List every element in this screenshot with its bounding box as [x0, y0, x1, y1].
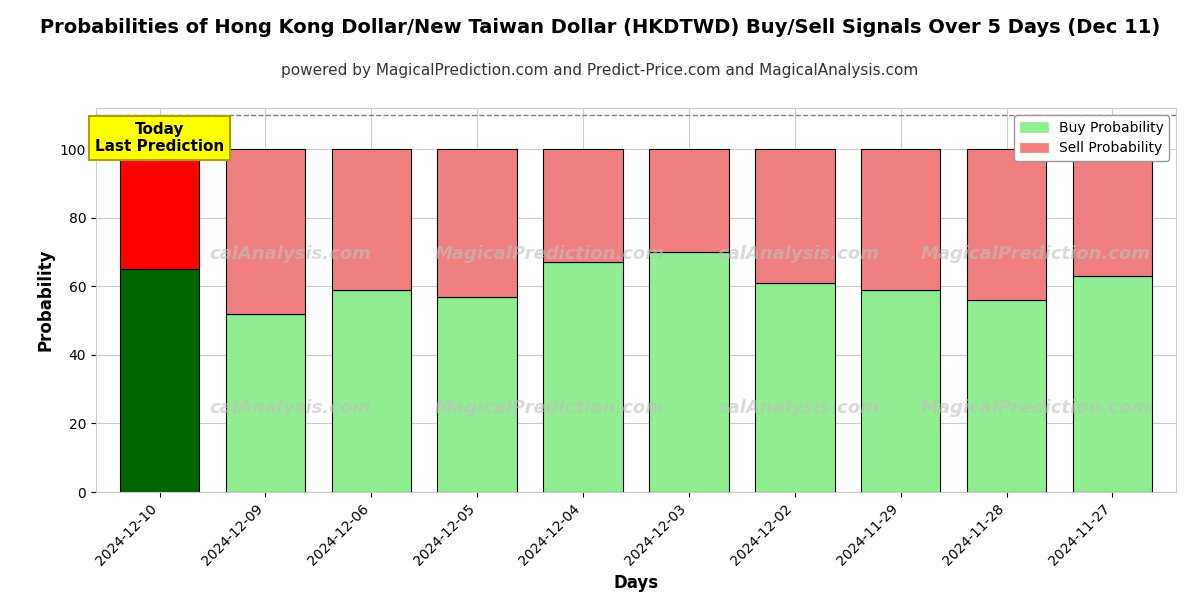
Text: MagicalPrediction.com: MagicalPrediction.com	[434, 245, 665, 263]
Text: powered by MagicalPrediction.com and Predict-Price.com and MagicalAnalysis.com: powered by MagicalPrediction.com and Pre…	[281, 63, 919, 78]
Text: calAnalysis.com: calAnalysis.com	[210, 245, 371, 263]
Bar	[544, 262, 623, 492]
Bar	[1073, 149, 1152, 276]
Bar	[438, 296, 517, 492]
Bar	[331, 290, 412, 492]
Bar	[120, 149, 199, 269]
Text: MagicalPrediction.com: MagicalPrediction.com	[920, 398, 1151, 416]
Bar	[544, 149, 623, 262]
Text: calAnalysis.com: calAnalysis.com	[718, 245, 878, 263]
Text: calAnalysis.com: calAnalysis.com	[210, 398, 371, 416]
Bar	[226, 149, 305, 314]
Bar	[862, 149, 941, 290]
Bar	[649, 252, 728, 492]
Bar	[438, 149, 517, 296]
Bar	[862, 290, 941, 492]
Bar	[120, 269, 199, 492]
Bar	[967, 149, 1046, 300]
Text: calAnalysis.com: calAnalysis.com	[718, 398, 878, 416]
Bar	[755, 149, 834, 283]
Bar	[226, 314, 305, 492]
Bar	[967, 300, 1046, 492]
Text: MagicalPrediction.com: MagicalPrediction.com	[434, 398, 665, 416]
Text: Today
Last Prediction: Today Last Prediction	[95, 122, 224, 154]
Bar	[1073, 276, 1152, 492]
Bar	[649, 149, 728, 252]
Text: MagicalPrediction.com: MagicalPrediction.com	[920, 245, 1151, 263]
Y-axis label: Probability: Probability	[36, 249, 54, 351]
Text: Probabilities of Hong Kong Dollar/New Taiwan Dollar (HKDTWD) Buy/Sell Signals Ov: Probabilities of Hong Kong Dollar/New Ta…	[40, 18, 1160, 37]
Legend: Buy Probability, Sell Probability: Buy Probability, Sell Probability	[1014, 115, 1169, 161]
Bar	[755, 283, 834, 492]
Bar	[331, 149, 412, 290]
X-axis label: Days: Days	[613, 574, 659, 592]
